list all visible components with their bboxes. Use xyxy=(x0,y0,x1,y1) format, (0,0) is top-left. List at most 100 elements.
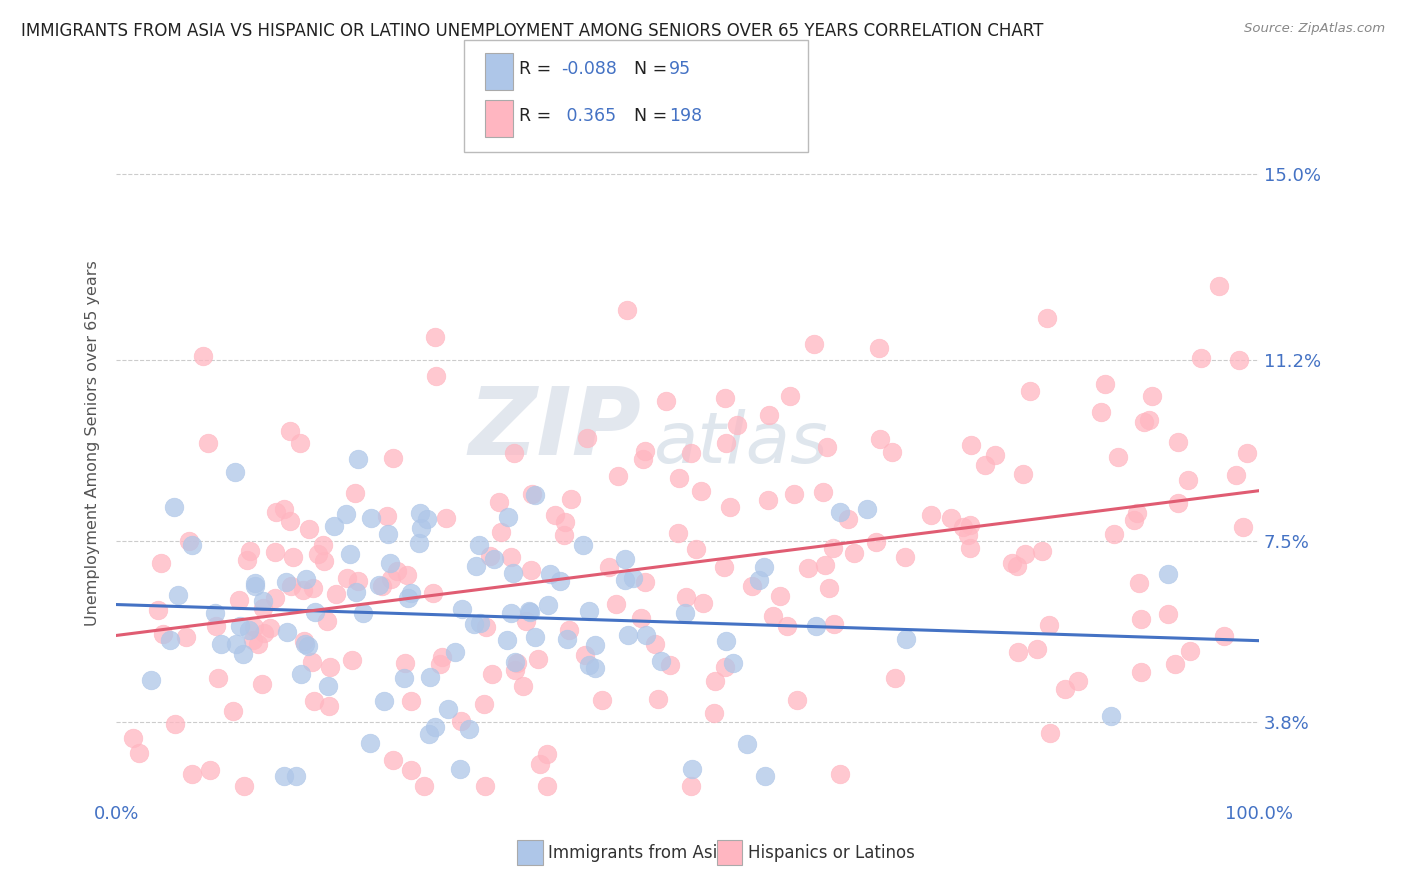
Point xyxy=(449,762,471,776)
Point xyxy=(1014,547,1036,561)
Point xyxy=(658,657,681,672)
Text: R =: R = xyxy=(519,107,557,126)
Point xyxy=(503,664,526,678)
Point xyxy=(823,617,845,632)
Point xyxy=(488,495,510,509)
Point xyxy=(380,572,402,586)
Point xyxy=(823,541,845,556)
Point xyxy=(430,649,453,664)
Point xyxy=(181,538,204,552)
Point xyxy=(408,506,430,520)
Point xyxy=(869,432,891,446)
Point xyxy=(284,769,307,783)
Point xyxy=(264,506,287,520)
Point xyxy=(956,527,979,541)
Point xyxy=(583,661,606,675)
Point xyxy=(713,560,735,574)
Point xyxy=(1128,576,1150,591)
Point xyxy=(815,440,838,454)
Point xyxy=(692,596,714,610)
Point xyxy=(250,676,273,690)
Point xyxy=(165,717,187,731)
Text: 198: 198 xyxy=(669,107,703,126)
Point xyxy=(630,610,652,624)
Point xyxy=(644,637,666,651)
Point xyxy=(489,525,512,540)
Point xyxy=(634,575,657,590)
Point xyxy=(243,579,266,593)
Point xyxy=(373,694,395,708)
Text: Source: ZipAtlas.com: Source: ZipAtlas.com xyxy=(1244,22,1385,36)
Point xyxy=(574,648,596,662)
Point xyxy=(1133,415,1156,429)
Text: Immigrants from Asia: Immigrants from Asia xyxy=(548,844,728,862)
Point xyxy=(1099,709,1122,723)
Point xyxy=(1104,526,1126,541)
Point xyxy=(828,767,851,781)
Point xyxy=(1094,376,1116,391)
Point xyxy=(148,603,170,617)
Point xyxy=(316,614,339,628)
Point xyxy=(274,574,297,589)
Point xyxy=(238,623,260,637)
Point xyxy=(401,694,423,708)
Point xyxy=(239,544,262,558)
Point xyxy=(1225,468,1247,483)
Point xyxy=(578,657,600,672)
Point xyxy=(425,368,447,383)
Point xyxy=(387,564,409,578)
Point xyxy=(122,731,145,746)
Point xyxy=(394,657,416,671)
Point xyxy=(721,656,744,670)
Point xyxy=(523,630,546,644)
Point xyxy=(713,659,735,673)
Point xyxy=(725,418,748,433)
Point xyxy=(344,486,367,500)
Point xyxy=(501,606,523,620)
Point xyxy=(572,538,595,552)
Point xyxy=(139,673,162,687)
Point xyxy=(304,605,326,619)
Point xyxy=(575,432,598,446)
Point xyxy=(735,737,758,751)
Point xyxy=(506,657,529,671)
Point xyxy=(412,779,434,793)
Point xyxy=(578,604,600,618)
Point xyxy=(681,762,703,776)
Point xyxy=(367,578,389,592)
Point xyxy=(1007,645,1029,659)
Point xyxy=(294,637,316,651)
Point xyxy=(952,520,974,534)
Text: N =: N = xyxy=(623,107,672,126)
Point xyxy=(634,444,657,458)
Point xyxy=(177,534,200,549)
Point xyxy=(704,674,727,689)
Point xyxy=(243,620,266,634)
Point xyxy=(856,502,879,516)
Point xyxy=(418,727,440,741)
Point xyxy=(783,487,806,501)
Point xyxy=(1232,520,1254,534)
Point xyxy=(548,574,571,588)
Point xyxy=(308,547,330,561)
Point xyxy=(437,702,460,716)
Point xyxy=(631,451,654,466)
Point xyxy=(959,541,981,555)
Point xyxy=(496,510,519,524)
Point xyxy=(647,691,669,706)
Point xyxy=(512,679,534,693)
Point xyxy=(960,438,983,452)
Point xyxy=(713,392,735,406)
Point xyxy=(382,450,405,465)
Point xyxy=(224,465,246,479)
Text: R =: R = xyxy=(519,61,557,78)
Text: 0.365: 0.365 xyxy=(561,107,616,126)
Point xyxy=(591,693,613,707)
Point xyxy=(758,409,780,423)
Point xyxy=(228,593,250,607)
Y-axis label: Unemployment Among Seniors over 65 years: Unemployment Among Seniors over 65 years xyxy=(86,260,100,626)
Point xyxy=(1167,496,1189,510)
Point xyxy=(312,538,335,552)
Point xyxy=(1189,351,1212,365)
Point xyxy=(519,605,541,619)
